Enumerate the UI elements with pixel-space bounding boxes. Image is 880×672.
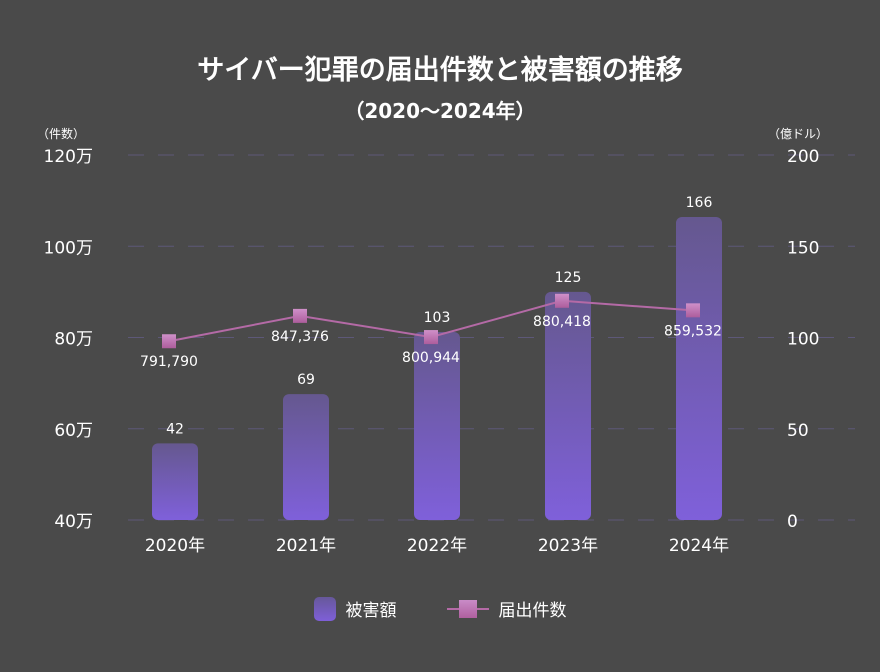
left-tick-label: 40万 xyxy=(54,512,93,532)
x-tick-label: 2020年 xyxy=(145,536,205,556)
legend-label: 届出件数 xyxy=(498,601,567,621)
legend-item-bar[interactable]: 被害額 xyxy=(313,596,397,621)
bar-data-label: 166 xyxy=(686,195,713,211)
line-data-label: 800,944 xyxy=(402,350,460,366)
line-data-label: 880,418 xyxy=(533,314,591,330)
bar xyxy=(152,443,198,520)
left-tick-label: 60万 xyxy=(54,421,93,441)
bar xyxy=(545,291,591,520)
legend-item-line[interactable]: 届出件数 xyxy=(446,596,567,621)
line-marker xyxy=(686,303,700,318)
right-tick-label: 0 xyxy=(787,512,798,532)
x-tick-label: 2022年 xyxy=(407,536,467,556)
right-tick-label: 100 xyxy=(787,330,819,350)
chart-title: サイバー犯罪の届出件数と被害額の推移 xyxy=(197,55,683,86)
line-marker xyxy=(293,308,307,323)
bar xyxy=(676,217,722,521)
bar xyxy=(414,332,460,520)
chart-subtitle: （2020〜2024年） xyxy=(344,99,536,123)
line-data-label: 859,532 xyxy=(664,323,722,339)
left-tick-label: 120万 xyxy=(44,147,93,167)
line-data-label: 791,790 xyxy=(140,354,198,370)
left-tick-label: 80万 xyxy=(54,330,93,350)
right-axis-label: （億ドル） xyxy=(768,127,828,141)
legend-label: 被害額 xyxy=(345,601,397,621)
bar-data-label: 42 xyxy=(166,421,184,437)
bar-data-label: 125 xyxy=(555,270,582,286)
line-marker xyxy=(555,293,569,308)
left-axis-label: （件数） xyxy=(37,126,85,141)
left-tick-label: 100万 xyxy=(44,238,93,258)
bar-swatch-icon xyxy=(313,596,336,621)
line-marker xyxy=(424,330,438,345)
right-tick-label: 150 xyxy=(787,238,819,258)
x-tick-label: 2021年 xyxy=(276,536,336,556)
line-data-label: 847,376 xyxy=(271,329,329,345)
line-marker-swatch-icon xyxy=(446,599,489,619)
x-tick-label: 2023年 xyxy=(538,536,598,556)
legend: 被害額 届出件数 xyxy=(0,596,880,621)
bar-data-label: 69 xyxy=(297,372,315,388)
x-tick-label: 2024年 xyxy=(669,536,729,556)
bar-data-label: 103 xyxy=(424,310,451,326)
bar xyxy=(283,394,329,520)
right-tick-label: 200 xyxy=(787,147,819,167)
line-marker xyxy=(162,334,176,349)
right-tick-label: 50 xyxy=(787,421,809,441)
